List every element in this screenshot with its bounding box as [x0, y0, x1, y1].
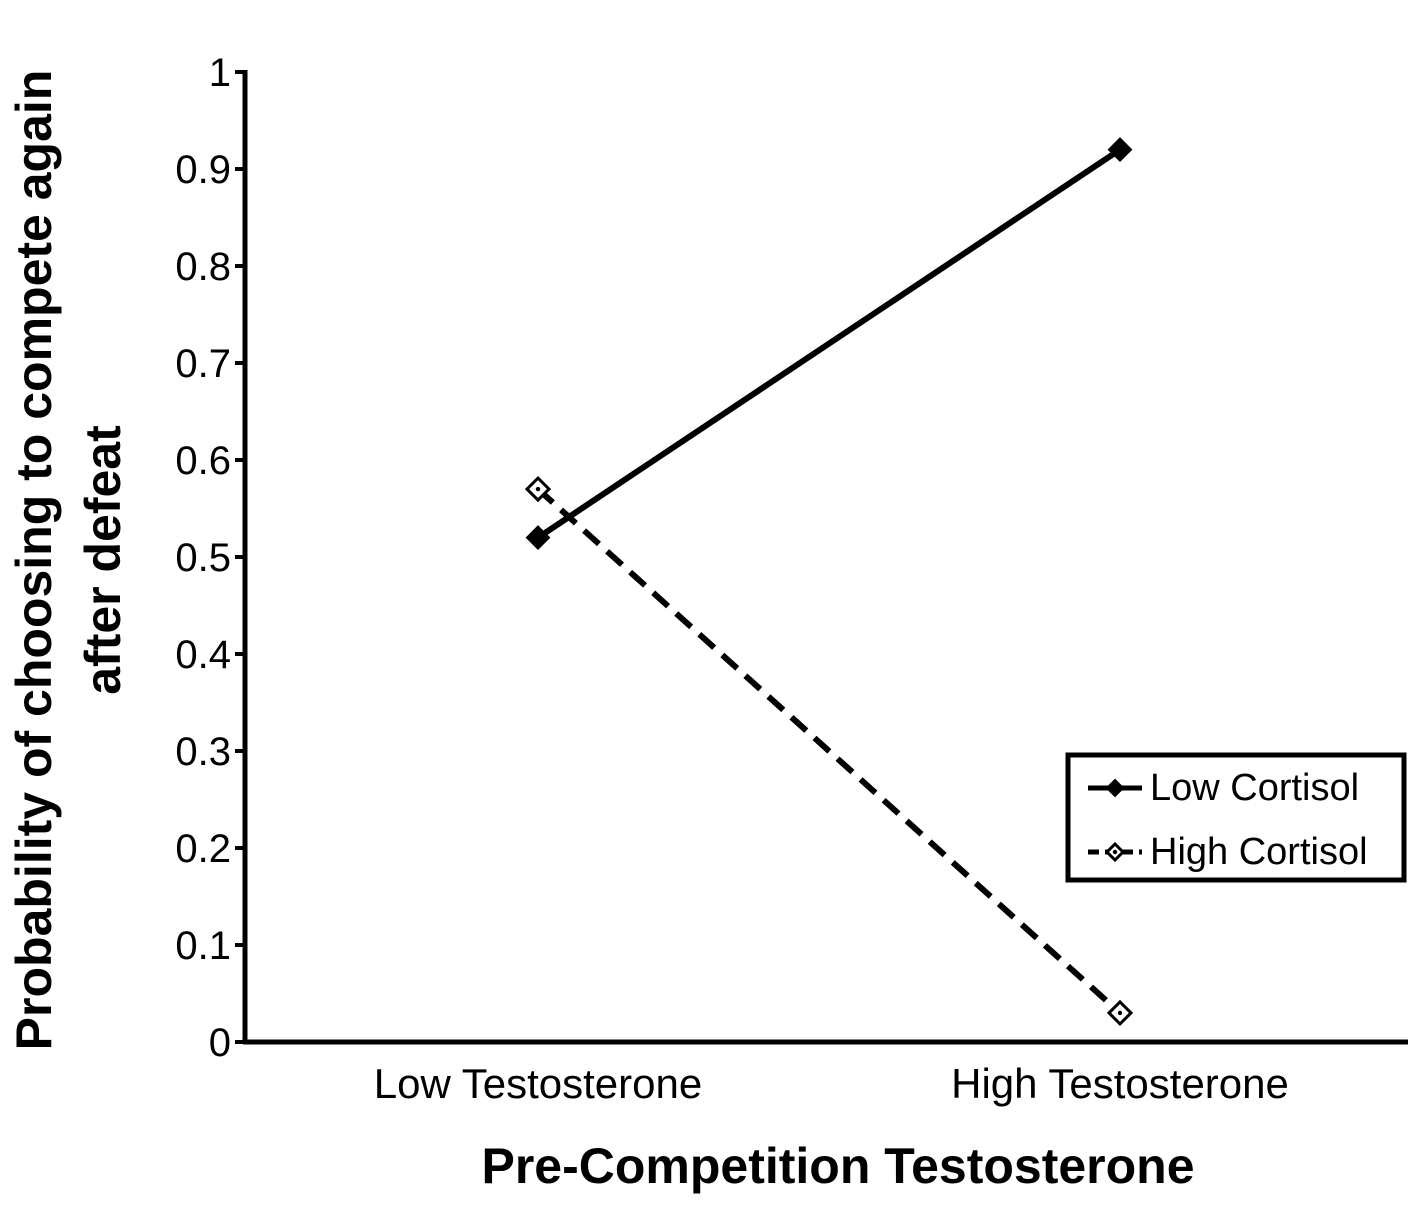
y-tick-label: 0.4 — [175, 633, 231, 677]
legend-label-high-cortisol: High Cortisol — [1150, 831, 1368, 873]
y-tick-label: 0.2 — [175, 827, 231, 871]
y-tick-label: 0.7 — [175, 342, 231, 386]
data-point-high-cortisol-dot — [535, 486, 541, 492]
y-tick-label: 0.5 — [175, 536, 231, 580]
legend-marker-high-cortisol — [1104, 841, 1126, 863]
x-category-label: High Testosterone — [951, 1060, 1289, 1107]
legend: Low Cortisol High Cortisol — [1065, 752, 1407, 883]
data-point-low-cortisol-shape — [1107, 137, 1133, 163]
y-tick-label: 0.9 — [175, 148, 231, 192]
y-tick-label: 0.6 — [175, 439, 231, 483]
data-point-low-cortisol — [525, 525, 551, 551]
y-tick-label: 0.8 — [175, 245, 231, 289]
legend-marker-low-cortisol — [1105, 778, 1125, 798]
y-tick-label: 0.3 — [175, 730, 231, 774]
series-layer — [524, 137, 1134, 1027]
x-category-label: Low Testosterone — [374, 1060, 702, 1107]
series-line-high-cortisol — [535, 486, 1123, 1016]
data-point-high-cortisol-dot — [1117, 1010, 1123, 1016]
legend-entries — [1088, 778, 1142, 863]
y-tick-label: 1 — [209, 51, 231, 95]
legend-label-low-cortisol: Low Cortisol — [1150, 767, 1359, 809]
legend-box — [1065, 752, 1407, 883]
data-point-low-cortisol — [1107, 137, 1133, 163]
axes: 0 0.1 0.2 0.3 0.4 0.5 0.6 0.7 0.8 0.9 1 Low Testost… — [175, 51, 1408, 1107]
y-tick-label: 0.1 — [175, 924, 231, 968]
data-point-high-cortisol — [1106, 999, 1134, 1027]
y-axis-title-line-1: Probability of choosing to compete again — [6, 70, 62, 1051]
x-axis-title: Pre-Competition Testosterone — [481, 1138, 1194, 1194]
data-point-low-cortisol-shape — [525, 525, 551, 551]
data-point-high-cortisol — [524, 475, 552, 503]
series-line-low-cortisol — [536, 147, 1122, 541]
y-tick-label: 0 — [209, 1021, 231, 1065]
legend-marker-high-cortisol-dot — [1112, 849, 1118, 855]
y-axis-title-line-2: after defeat — [75, 425, 131, 695]
legend-marker-low-cortisol-shape — [1105, 778, 1125, 798]
